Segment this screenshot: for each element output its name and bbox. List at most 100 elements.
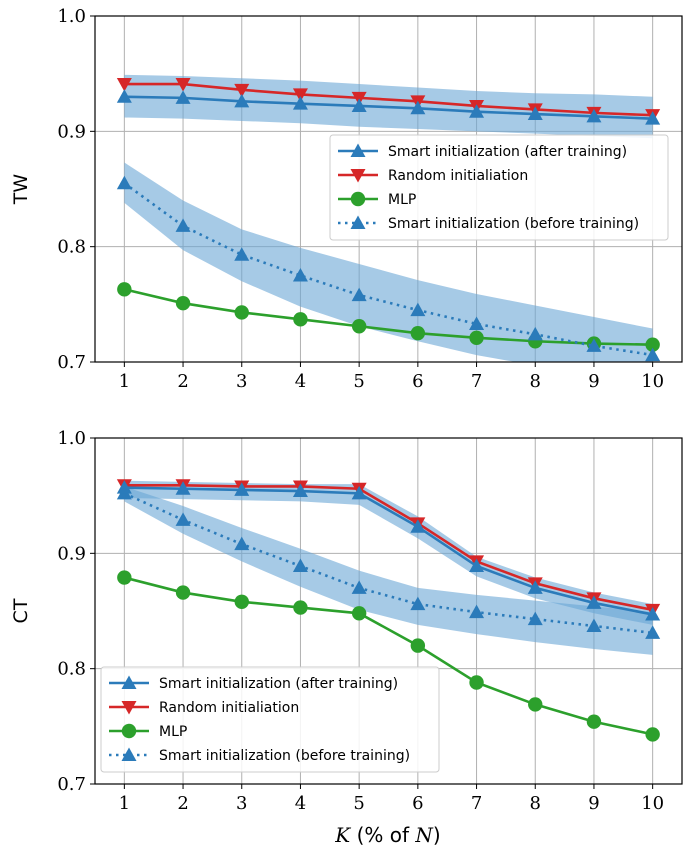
data-point	[175, 78, 191, 92]
data-point	[586, 595, 602, 609]
data-point	[292, 96, 308, 110]
data-point	[234, 305, 249, 320]
data-point	[645, 625, 661, 639]
x-tick-label: 3	[236, 793, 247, 814]
legend-label: Random initialiation	[159, 700, 299, 716]
data-point	[410, 596, 426, 611]
y-tick-label: 1.0	[57, 428, 86, 449]
x-tick-label: 8	[530, 793, 541, 814]
data-point	[645, 337, 660, 352]
series-3	[116, 485, 661, 639]
data-point	[175, 512, 191, 526]
x-tick-label: 7	[471, 793, 482, 814]
y-tick-label: 0.8	[57, 237, 86, 258]
x-tick-label: 5	[353, 371, 364, 392]
legend-entry: MLP	[109, 723, 187, 740]
legend-marker	[350, 215, 366, 229]
data-point	[645, 347, 661, 362]
data-point	[234, 83, 250, 98]
data-point	[293, 600, 308, 615]
data-point	[351, 485, 367, 500]
x-tick-label: 2	[177, 371, 188, 392]
data-point	[410, 100, 426, 115]
panel-ct: 1 2 3 4 5 6 7 8 9 10 0.7 0.8 0.9 1.0 CT Smart initializ…	[10, 428, 683, 814]
data-point	[351, 580, 367, 594]
x-tick-label: 6	[412, 371, 423, 392]
x-tick-label: 9	[588, 371, 599, 392]
legend-entry: Random initialiation	[109, 700, 299, 716]
series-line	[124, 483, 653, 612]
legend-entry: Smart initialization (before training)	[109, 747, 410, 764]
x-tick-label: 1	[119, 793, 130, 814]
data-point	[586, 714, 602, 729]
y-tick-label: 0.9	[57, 543, 86, 564]
data-point	[527, 611, 543, 626]
data-point	[117, 570, 132, 585]
y-tick-label: 0.9	[57, 121, 86, 142]
legend-box	[329, 134, 669, 241]
data-point	[116, 175, 132, 190]
legend-marker	[121, 701, 137, 715]
data-point	[586, 108, 602, 123]
data-point	[116, 480, 132, 494]
confidence-band	[124, 480, 653, 625]
legend-marker	[350, 169, 366, 183]
y-tick-label: 0.8	[57, 659, 86, 680]
data-point	[527, 326, 543, 341]
x-tick-label: 2	[177, 793, 188, 814]
y-axis-label: TW	[10, 174, 32, 206]
legend-marker	[350, 143, 366, 157]
data-point	[175, 481, 191, 495]
series-line	[124, 486, 653, 616]
plot-area	[116, 74, 661, 362]
data-point	[351, 606, 367, 621]
legend-label: MLP	[159, 724, 187, 740]
x-axis-label: K (% of N)	[334, 823, 440, 847]
legend-entry: Smart initialization (after training)	[109, 675, 398, 692]
x-tick-label: 1	[119, 371, 130, 392]
data-point	[410, 302, 426, 317]
x-tick-label: 7	[471, 371, 482, 392]
x-tick-label: 6	[412, 793, 423, 814]
series-line	[124, 576, 653, 736]
legend-entry: Smart initialization (after training)	[338, 143, 627, 160]
legend-marker	[121, 747, 137, 761]
x-tick-label: 3	[236, 371, 247, 392]
legend: Smart initialization (after training) Ran…	[329, 134, 669, 241]
data-point	[469, 675, 484, 690]
x-tick-label: 5	[353, 793, 364, 814]
legend-label: Smart initialization (after training)	[159, 676, 398, 692]
data-point	[175, 218, 191, 232]
data-point	[586, 618, 602, 632]
data-point	[292, 483, 308, 498]
data-point	[175, 295, 191, 311]
x-tick-label: 8	[530, 371, 541, 392]
data-point	[175, 585, 191, 600]
series-2	[117, 570, 660, 742]
confidence-band	[124, 486, 653, 655]
legend-label: Smart initialization (before training)	[159, 748, 410, 764]
data-point	[292, 558, 308, 573]
data-point	[410, 519, 426, 533]
data-point	[351, 287, 367, 302]
data-point	[528, 697, 543, 712]
series-line	[124, 288, 653, 346]
legend-entry: MLP	[338, 191, 416, 208]
data-point	[234, 247, 250, 261]
data-point	[469, 104, 485, 118]
series-line	[123, 182, 653, 357]
y-tick-label: 1.0	[57, 6, 86, 27]
series-line	[123, 492, 653, 635]
x-tick-label: 9	[588, 793, 599, 814]
y-tick-label: 0.7	[57, 352, 86, 373]
data-point	[410, 325, 426, 341]
axes-frame	[94, 15, 683, 363]
legend-entry: Smart initialization (before training)	[338, 215, 639, 232]
legend-marker	[121, 675, 137, 689]
data-point	[292, 88, 308, 102]
data-point	[586, 338, 602, 352]
y-tick-label: 0.7	[57, 774, 86, 795]
legend-label: Smart initialization (before training)	[388, 216, 639, 232]
legend-entry: Random initialiation	[338, 168, 528, 184]
data-point	[469, 330, 484, 345]
